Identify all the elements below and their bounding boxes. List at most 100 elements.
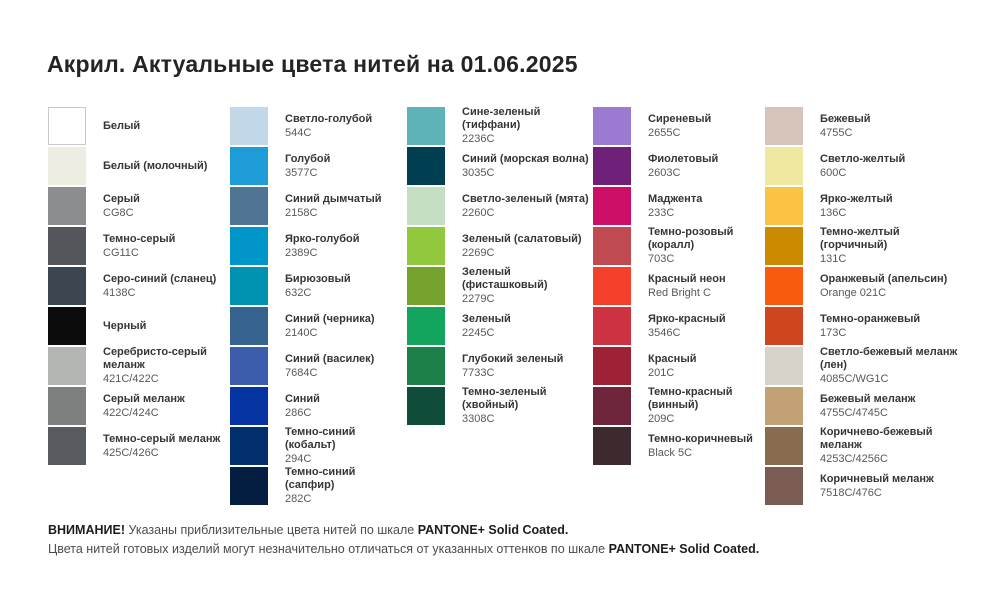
color-name: Зеленый (фисташковый) — [462, 266, 548, 291]
color-swatch — [407, 387, 445, 425]
color-swatch — [407, 307, 445, 345]
color-code: 2603C — [648, 166, 681, 179]
color-code: 2655C — [648, 126, 681, 139]
color-row: Голубой 3577C — [230, 147, 407, 185]
color-row: Ярко-голубой 2389C — [230, 227, 407, 265]
color-name: Зеленый — [462, 312, 511, 325]
color-code: 544C — [285, 126, 312, 139]
color-code: 136C — [820, 206, 847, 219]
color-label: Светло-желтый 600C — [820, 153, 960, 180]
color-row: Коричневый меланж 7518C/476C — [765, 467, 960, 505]
color-name: Темно-синий (кобальт) — [285, 426, 356, 451]
color-code: 4755C/4745C — [820, 406, 888, 419]
color-label: Глубокий зеленый 7733C — [462, 353, 593, 380]
color-swatch — [230, 267, 268, 305]
color-swatch — [765, 107, 803, 145]
color-swatch — [48, 347, 86, 385]
color-name: Темно-серый — [103, 232, 176, 245]
color-code: 282C — [285, 493, 312, 505]
color-label: Красный неон Red Bright C — [648, 273, 765, 300]
color-row: Темно-синий (кобальт) 294C — [230, 426, 407, 466]
color-swatch — [48, 387, 86, 425]
color-label: Темно-синий (сапфир) 282C — [285, 466, 407, 506]
color-label: Темно-серый меланж 425C/426C — [103, 433, 230, 460]
color-row: Светло-зеленый (мята) 2260C — [407, 187, 593, 225]
color-name: Синий (черника) — [285, 312, 375, 325]
color-label: Коричневый меланж 7518C/476C — [820, 473, 960, 500]
color-row: Темно-красный (винный) 209C — [593, 386, 765, 425]
color-row: Светло-желтый 600C — [765, 147, 960, 185]
color-name: Фиолетовый — [648, 152, 719, 165]
color-name: Черный — [103, 319, 147, 332]
color-name: Оранжевый (апельсин) — [820, 272, 948, 285]
color-row: Темно-розовый (коралл) 703C — [593, 226, 765, 265]
color-name: Красный — [648, 352, 697, 365]
color-name: Сине-зеленый (тиффани) — [462, 106, 541, 131]
color-swatch — [765, 227, 803, 265]
color-code: 131C — [820, 253, 847, 265]
color-label: Красный 201C — [648, 353, 765, 380]
color-name: Коричнево-бежевый меланж — [820, 426, 933, 451]
color-swatch — [593, 387, 631, 425]
color-name: Темно-синий (сапфир) — [285, 466, 356, 491]
color-code: Black 5C — [648, 446, 693, 459]
footer-text: Цвета нитей готовых изделий могут незнач… — [48, 541, 609, 556]
color-code: 7518C/476C — [820, 486, 882, 499]
color-row: Оранжевый (апельсин) Orange 021C — [765, 267, 960, 305]
color-swatch — [593, 427, 631, 465]
color-label: Зеленый (фисташковый) 2279C — [462, 266, 593, 306]
color-row: Зеленый 2245C — [407, 307, 593, 345]
page-title: Акрил. Актуальные цвета нитей на 01.06.2… — [47, 51, 578, 77]
color-code: 3546C — [648, 326, 681, 339]
color-name: Серо-синий (сланец) — [103, 272, 217, 285]
color-code: 632C — [285, 286, 312, 299]
color-swatch — [765, 427, 803, 465]
color-swatch — [230, 467, 268, 505]
color-code: 2236C — [462, 133, 495, 145]
color-code: 7684C — [285, 366, 318, 379]
footer-bold-text: PANTONE+ Solid Coated. — [417, 523, 569, 537]
color-swatch — [230, 307, 268, 345]
color-swatch — [48, 267, 86, 305]
color-row: Бежевый 4755C — [765, 107, 960, 145]
color-label: Ярко-красный 3546C — [648, 313, 765, 340]
color-row: Синий дымчатый 2158C — [230, 187, 407, 225]
color-name: Светло-зеленый (мята) — [462, 192, 589, 205]
color-row: Глубокий зеленый 7733C — [407, 347, 593, 385]
color-label: Зеленый (салатовый) 2269C — [462, 233, 593, 260]
color-swatch — [407, 227, 445, 265]
color-row: Красный неон Red Bright C — [593, 267, 765, 305]
color-row: Синий (морская волна) 3035C — [407, 147, 593, 185]
color-row: Светло-бежевый меланж (лен) 4085C/WG1C — [765, 346, 960, 385]
color-swatch — [48, 147, 86, 185]
color-row: Бирюзовый 632C — [230, 267, 407, 305]
color-swatch — [765, 147, 803, 185]
color-swatch — [48, 307, 86, 345]
color-label: Бежевый 4755C — [820, 113, 960, 140]
color-code: 421C/422C — [103, 373, 159, 385]
color-swatch — [765, 347, 803, 385]
color-code: CG8C — [103, 206, 134, 219]
color-name: Бирюзовый — [285, 272, 351, 285]
color-row: Бежевый меланж 4755C/4745C — [765, 387, 960, 425]
color-code: 294C — [285, 453, 312, 465]
footer-note: ВНИМАНИЕ! Указаны приблизительные цвета … — [48, 521, 970, 558]
color-row: Серо-синий (сланец) 4138C — [48, 267, 230, 305]
color-swatch — [230, 187, 268, 225]
color-column-2: Светло-голубой 544C Голубой 3577C Синий дымч… — [230, 107, 407, 507]
footer-bold-text: PANTONE+ Solid Coated. — [608, 541, 760, 556]
color-swatch — [765, 267, 803, 305]
color-name: Синий — [285, 392, 320, 405]
color-label: Темно-синий (кобальт) 294C — [285, 426, 407, 466]
color-label: Синий (василек) 7684C — [285, 353, 407, 380]
color-row: Ярко-желтый 136C — [765, 187, 960, 225]
color-name: Красный неон — [648, 272, 726, 285]
color-row: Черный — [48, 307, 230, 345]
color-label: Светло-голубой 544C — [285, 113, 407, 140]
color-code: 703C — [648, 253, 675, 265]
color-swatch — [593, 307, 631, 345]
color-code: 422C/424C — [103, 406, 159, 419]
color-code: 3308C — [462, 413, 495, 425]
color-swatch — [407, 347, 445, 385]
